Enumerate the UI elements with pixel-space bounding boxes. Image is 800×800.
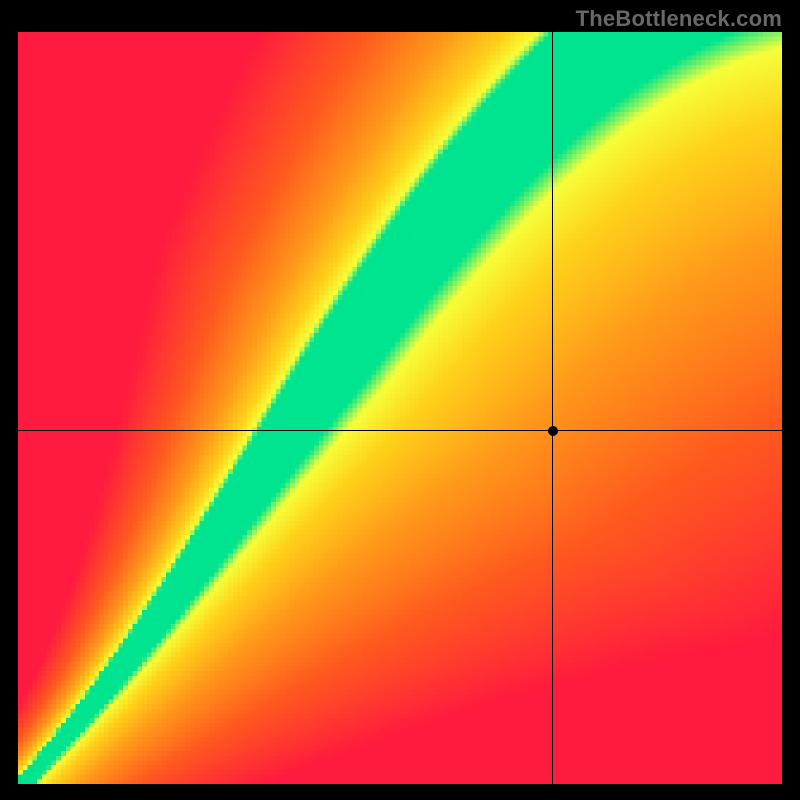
chart-container: TheBottleneck.com [0, 0, 800, 800]
crosshair-horizontal [18, 430, 782, 431]
plot-area [18, 32, 782, 784]
crosshair-vertical [552, 32, 553, 784]
crosshair-marker [548, 426, 558, 436]
watermark-text: TheBottleneck.com [576, 6, 782, 32]
heatmap-canvas [18, 32, 782, 784]
